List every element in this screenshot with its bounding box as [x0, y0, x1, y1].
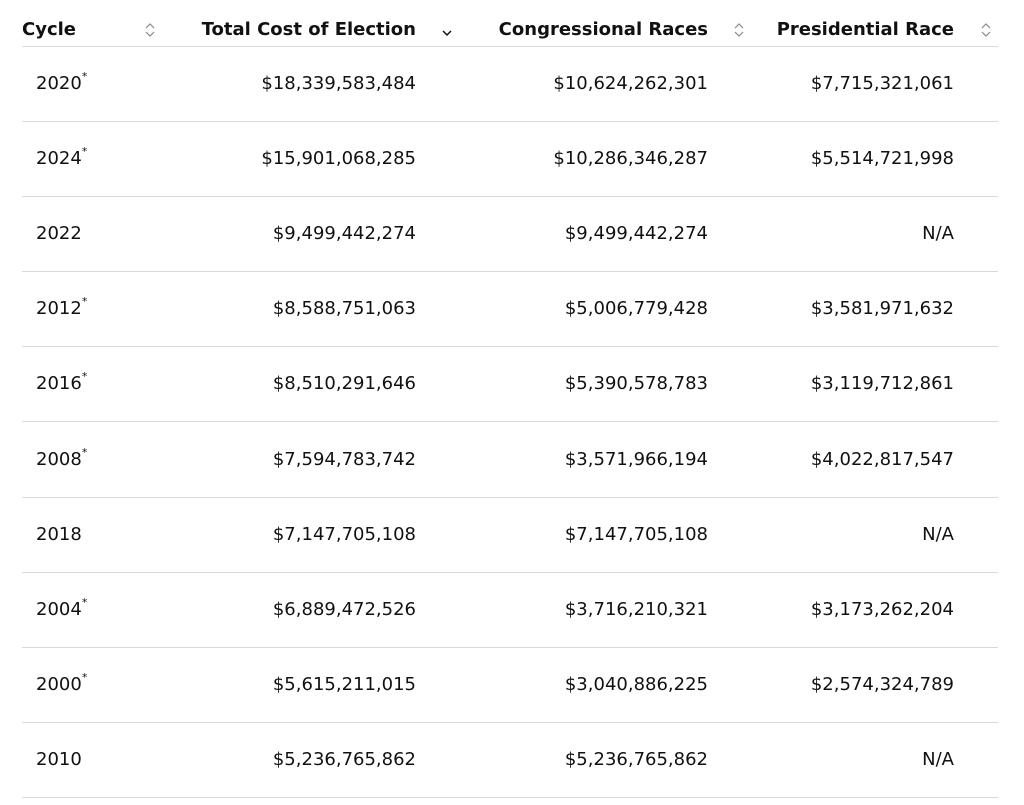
table-row: 2016* $8,510,291,646 $5,390,578,783 $3,119,…	[22, 347, 998, 423]
cycle: 2008	[36, 448, 82, 470]
cycle-cell: 2018	[36, 498, 82, 572]
presidential-cost: $7,715,321,061	[810, 73, 954, 94]
cycle-cell: 2024*	[36, 122, 87, 196]
footnote-mark: *	[81, 145, 88, 159]
total-cost: $7,594,783,742	[272, 448, 416, 470]
congressional-cost: $9,499,442,274	[564, 223, 708, 245]
congressional-cost: $3,716,210,321	[564, 598, 708, 620]
table-row: 2018 $7,147,705,108 $7,147,705,108 N/A	[22, 498, 998, 573]
footnote-mark: *	[81, 370, 88, 384]
total-cost: $18,339,583,484	[261, 73, 416, 94]
table-row: 2012* $8,588,751,063 $5,006,779,428 $3,581,…	[22, 272, 998, 348]
total-cost: $5,236,765,862	[272, 748, 416, 770]
cycle: 2018	[36, 523, 82, 545]
cycle-cell: 2000*	[36, 648, 87, 722]
presidential-cost: $3,581,971,632	[810, 298, 954, 320]
presidential-cost: $3,173,262,204	[810, 598, 954, 620]
congressional-cost: $5,236,765,862	[564, 748, 708, 770]
presidential-cost: $5,514,721,998	[810, 148, 954, 170]
cycle: 2024	[36, 148, 82, 170]
sort-toggle[interactable]	[143, 22, 157, 38]
footnote-mark: *	[81, 445, 88, 459]
cycle: 2000	[36, 673, 82, 695]
cycle: 2004	[36, 598, 82, 620]
header-cycle: Cycle	[22, 19, 76, 40]
total-cost: $8,588,751,063	[272, 298, 416, 320]
total-cost: $9,499,442,274	[272, 223, 416, 245]
table-row: 2022 $9,499,442,274 $9,499,442,274 N/A	[22, 197, 998, 273]
presidential-cost: N/A	[922, 748, 954, 770]
footnote-mark: *	[81, 295, 88, 309]
congressional-cost: $10,624,262,301	[553, 73, 708, 94]
cycle-cell: 2010	[36, 723, 82, 797]
total-cost: $8,510,291,646	[272, 373, 416, 395]
congressional-cost: $7,147,705,108	[564, 523, 708, 545]
table-row: 2020* $18,339,583,484 $10,624,262,301 $7,71…	[22, 47, 998, 122]
presidential-cost: N/A	[922, 523, 954, 545]
cycle: 2020	[36, 73, 82, 94]
cycle: 2010	[36, 748, 82, 770]
cycle: 2012	[36, 298, 82, 320]
congressional-cost: $5,006,779,428	[564, 298, 708, 320]
table-header: Cycle Total Cost of Election Congression…	[22, 14, 998, 47]
footnote-mark: *	[81, 670, 88, 684]
total-cost: $15,901,068,285	[261, 148, 416, 170]
footnote-mark: *	[81, 70, 88, 83]
table-row: 2004* $6,889,472,526 $3,716,210,321 $3,173,…	[22, 573, 998, 648]
congressional-cost: $3,040,886,225	[564, 673, 708, 695]
total-cost: $6,889,472,526	[272, 598, 416, 620]
presidential-cost: $3,119,712,861	[810, 373, 954, 395]
cycle: 2016	[36, 373, 82, 395]
total-cost: $7,147,705,108	[272, 523, 416, 545]
sort-toggle-active[interactable]	[440, 22, 454, 38]
cycle: 2022	[36, 223, 82, 245]
cycle-cell: 2004*	[36, 573, 87, 647]
congressional-cost: $3,571,966,194	[564, 448, 708, 470]
header-presidential: Presidential Race	[776, 19, 954, 40]
presidential-cost: $4,022,817,547	[810, 448, 954, 470]
total-cost: $5,615,211,015	[272, 673, 416, 695]
table-row: 2010 $5,236,765,862 $5,236,765,862 N/A	[22, 723, 998, 798]
cycle-cell: 2012*	[36, 272, 87, 346]
table-row: 2000* $5,615,211,015 $3,040,886,225 $2,574,…	[22, 648, 998, 723]
cycle-cell: 2020*	[36, 47, 87, 121]
presidential-cost: $2,574,324,789	[810, 673, 954, 695]
presidential-cost: N/A	[922, 223, 954, 245]
cycle-cell: 2016*	[36, 347, 87, 421]
cycle-cell: 2022	[36, 197, 82, 271]
table-row: 2008* $7,594,783,742 $3,571,966,194 $4,022,…	[22, 423, 998, 498]
cycle-cell: 2008*	[36, 423, 87, 497]
congressional-cost: $5,390,578,783	[564, 373, 708, 395]
sort-toggle[interactable]	[979, 22, 993, 38]
header-congressional: Congressional Races	[498, 19, 708, 40]
footnote-mark: *	[81, 595, 88, 609]
sort-toggle[interactable]	[732, 22, 746, 38]
congressional-cost: $10,286,346,287	[553, 148, 708, 170]
header-total: Total Cost of Election	[201, 19, 416, 40]
table-row: 2024* $15,901,068,285 $10,286,346,287 $5,51…	[22, 122, 998, 198]
